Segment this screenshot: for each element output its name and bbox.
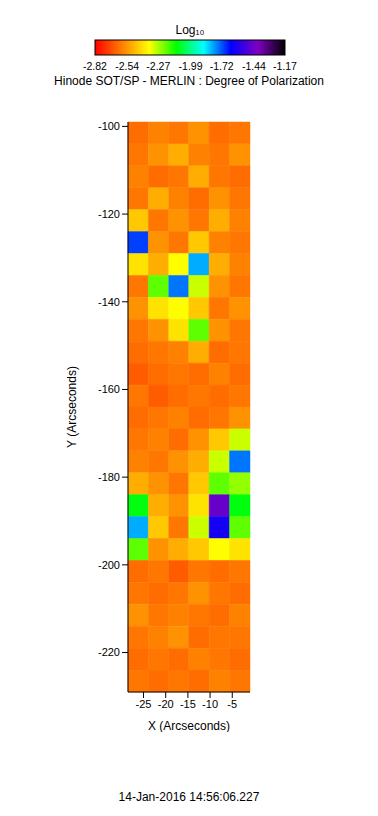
svg-text:-160: -160 — [98, 383, 120, 395]
svg-text:-1.17: -1.17 — [273, 60, 297, 72]
svg-text:-1.72: -1.72 — [210, 60, 234, 72]
svg-text:-1.99: -1.99 — [179, 60, 203, 72]
svg-text:X (Arcseconds): X (Arcseconds) — [148, 719, 230, 732]
svg-text:-15: -15 — [180, 698, 196, 710]
svg-text:Y (Arcseconds): Y (Arcseconds) — [65, 366, 79, 448]
svg-text:-2.54: -2.54 — [115, 60, 139, 72]
svg-text:-1.44: -1.44 — [242, 60, 266, 72]
svg-text:-140: -140 — [98, 296, 120, 308]
svg-text:-100: -100 — [98, 120, 120, 132]
svg-text:-25: -25 — [136, 698, 152, 710]
svg-text:-10: -10 — [202, 698, 218, 710]
svg-text:-20: -20 — [158, 698, 174, 710]
svg-text:Hinode SOT/SP - MERLIN : Degre: Hinode SOT/SP - MERLIN : Degree of Polar… — [54, 74, 324, 88]
svg-text:-200: -200 — [98, 559, 120, 571]
svg-text:Log₁₀: Log₁₀ — [175, 23, 204, 37]
svg-text:-2.27: -2.27 — [146, 60, 170, 72]
html-text:14-Jan-2016 14:56:06.227: 14-Jan-2016 14:56:06.227 — [118, 790, 260, 804]
svg-text:-220: -220 — [98, 646, 120, 658]
svg-text:-5: -5 — [227, 698, 237, 710]
svg-text:-2.82: -2.82 — [83, 60, 107, 72]
svg-text:-120: -120 — [98, 208, 120, 220]
svg-text:-180: -180 — [98, 471, 120, 483]
